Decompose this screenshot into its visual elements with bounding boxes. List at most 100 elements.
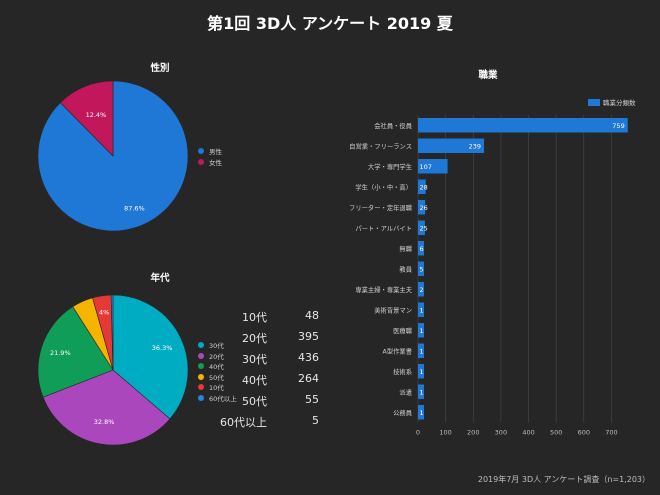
age-table-value: 55 [305, 393, 319, 406]
bar [418, 138, 485, 153]
x-tick-label: 500 [550, 429, 562, 437]
age-table-label: 60代以上 [220, 416, 267, 429]
legend-item: 30代 [198, 340, 237, 351]
age-table-value: 5 [312, 414, 319, 427]
bar [418, 241, 424, 256]
pie-slice-40代 [37, 306, 114, 398]
age-pie-chart: 36.3% 32.8% 21.9% 4% [37, 294, 189, 446]
x-tick-label: 400 [522, 429, 534, 437]
pie-data-label: 4% [99, 309, 109, 317]
legend-label: 50代 [209, 373, 224, 382]
x-tick-label: 600 [578, 429, 590, 437]
bar-value-label: 5 [420, 265, 424, 273]
legend-label: 60代以上 [209, 394, 237, 403]
legend-swatch [198, 363, 204, 370]
age-table-label: 40代 [242, 374, 267, 387]
age-table-value: 395 [298, 330, 319, 343]
legend-item: 50代 [198, 372, 237, 383]
legend-item: 20代 [198, 351, 237, 362]
legend-swatch [198, 384, 204, 391]
gender-legend: 男性 女性 [198, 146, 222, 167]
legend-swatch [198, 352, 204, 359]
category-label: フリーター・定年退職 [349, 203, 413, 212]
bar [418, 302, 424, 317]
age-chart-title: 年代 [150, 273, 170, 284]
x-tick-label: 200 [467, 429, 479, 437]
category-label: 派遣 [399, 387, 412, 396]
legend-swatch [588, 99, 600, 106]
bar-value-label: 1 [420, 388, 424, 396]
age-table-label: 30代 [242, 353, 267, 366]
legend-swatch [198, 342, 204, 349]
x-tick-label: 700 [605, 429, 617, 437]
legend-label: 40代 [209, 363, 224, 372]
bar [418, 118, 628, 133]
legend-label: 男性 [209, 148, 222, 157]
category-label: 無職 [399, 244, 412, 253]
age-table-label: 10代 [242, 311, 267, 324]
category-label: 大学・専門学生 [368, 162, 412, 171]
pie-data-label: 87.6% [124, 205, 145, 213]
bar-value-label: 239 [469, 142, 481, 150]
pie-slice-60代以上 [110, 294, 114, 371]
pie-slice-20代 [42, 369, 171, 446]
bar-value-label: 2 [420, 286, 424, 294]
bar-value-label: 759 [612, 122, 624, 130]
bar-value-label: 1 [420, 368, 424, 376]
bar [418, 261, 424, 276]
bar [418, 282, 424, 297]
category-label: 医療職 [393, 326, 413, 335]
bar-value-label: 1 [420, 409, 424, 417]
legend-label: 20代 [209, 352, 224, 361]
legend-swatch [198, 394, 204, 401]
legend-label: 30代 [209, 342, 224, 351]
pie-data-label: 21.9% [50, 349, 71, 357]
x-tick-label: 0 [416, 429, 420, 437]
category-label: 専業主婦・専業主夫 [355, 285, 412, 294]
category-label: パート・アルバイト [355, 224, 412, 232]
category-label: 美術背景マン [374, 305, 412, 314]
legend-label: 10代 [209, 384, 224, 393]
legend-label: 女性 [209, 158, 222, 167]
page-title: 第1回 3D人 アンケート 2019 夏 [207, 14, 453, 33]
bar-value-label: 1 [420, 327, 424, 335]
bar-value-label: 25 [420, 224, 428, 232]
bar [418, 343, 424, 358]
pie-slice-女性 [59, 80, 114, 157]
legend-item: 60代以上 [198, 393, 237, 404]
legend-swatch [198, 148, 204, 155]
x-tick-label: 300 [495, 429, 507, 437]
legend-item: 40代 [198, 361, 237, 372]
category-label: 公務員 [393, 408, 413, 417]
bar-value-label: 1 [420, 347, 424, 355]
bar [418, 364, 424, 379]
legend-item: 10代 [198, 382, 237, 393]
age-table-label: 50代 [242, 395, 267, 408]
legend-item: 女性 [198, 157, 222, 168]
age-table-label: 20代 [242, 332, 267, 345]
bar [418, 200, 426, 215]
bar-value-label: 26 [420, 204, 428, 212]
bar-value-label: 6 [420, 245, 424, 253]
category-label: 教員 [399, 264, 412, 273]
bar [418, 323, 424, 338]
pie-data-label: 12.4% [86, 111, 107, 119]
category-label: 技術系 [393, 367, 412, 376]
pie-data-label: 32.8% [94, 418, 115, 426]
legend-swatch [198, 158, 204, 165]
bar-value-label: 107 [420, 163, 432, 171]
age-table-value: 48 [305, 309, 319, 322]
category-label: A型作業書 [383, 346, 413, 355]
bar-value-label: 1 [420, 306, 424, 314]
gender-chart-title: 性別 [150, 63, 170, 74]
bar [418, 405, 424, 420]
bar [418, 220, 425, 235]
category-label: 自営業・フリーランス [349, 141, 412, 150]
age-legend: 30代 20代 40代 50代 10代 60代以上 [198, 340, 237, 403]
age-table-value: 436 [298, 351, 319, 364]
bar [418, 179, 426, 194]
pie-data-label: 36.3% [152, 344, 173, 352]
x-tick-label: 100 [439, 429, 451, 437]
bar-value-label: 28 [420, 183, 428, 191]
